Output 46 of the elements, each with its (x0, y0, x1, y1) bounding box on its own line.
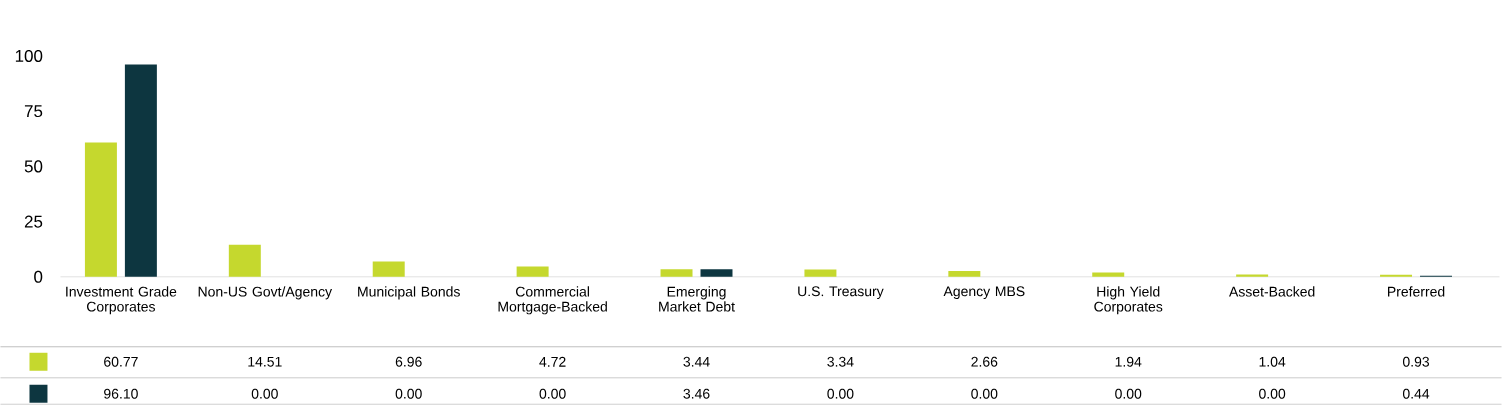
bar (1092, 272, 1125, 277)
x-tick-label: Agency MBS (943, 286, 1025, 300)
data-label: 0.00 (395, 388, 422, 399)
data-label: 96.10 (104, 388, 138, 399)
data-label: 0.00 (827, 388, 854, 399)
data-label: 0.00 (539, 388, 566, 399)
data-label: 3.44 (683, 356, 710, 367)
bar (948, 271, 981, 277)
x-tick-label: Municipal Bonds (358, 286, 460, 300)
y-tick-label: 75 (24, 105, 43, 118)
y-tick-label: 25 (24, 215, 43, 228)
data-label: 0.00 (1115, 388, 1142, 399)
x-tick-label: Preferred (1388, 286, 1445, 297)
x-tick-label: Investment Grade Corporates (66, 286, 177, 315)
data-label: 0.00 (1259, 388, 1286, 399)
bar (228, 244, 261, 277)
x-tick-label: Commercial Mortgage-Backed (498, 286, 607, 315)
x-tick-label: Non-US Govt/Agency (198, 286, 333, 300)
bar (804, 269, 837, 277)
x-tick-label: Asset-Backed (1229, 286, 1315, 297)
y-tick-label: 100 (15, 50, 43, 63)
bar (124, 64, 157, 277)
data-label: 3.34 (827, 356, 854, 367)
data-label: 2.66 (971, 356, 998, 367)
bar (700, 269, 733, 277)
bar (84, 142, 117, 277)
data-label: 3.46 (683, 388, 710, 399)
data-label: 60.77 (104, 356, 138, 367)
y-tick-label: 50 (24, 160, 43, 173)
bar (372, 261, 405, 277)
y-tick-label: 0 (34, 270, 43, 283)
data-label: 0.00 (971, 388, 998, 399)
bar (516, 266, 549, 277)
data-label: 0.00 (251, 388, 278, 399)
data-label: 1.04 (1259, 356, 1286, 367)
data-label: 6.96 (395, 356, 422, 367)
x-tick-label: High Yield Corporates (1094, 286, 1163, 315)
bar (660, 269, 693, 277)
data-label: 1.94 (1115, 356, 1142, 367)
data-label: 14.51 (248, 357, 282, 367)
x-tick-label: U.S. Treasury (798, 286, 884, 300)
bar (1380, 274, 1413, 277)
x-tick-label: Emerging Market Debt (659, 286, 735, 312)
data-label: 4.72 (539, 356, 566, 367)
data-label: 0.93 (1402, 356, 1430, 367)
data-label: 0.44 (1402, 388, 1430, 399)
